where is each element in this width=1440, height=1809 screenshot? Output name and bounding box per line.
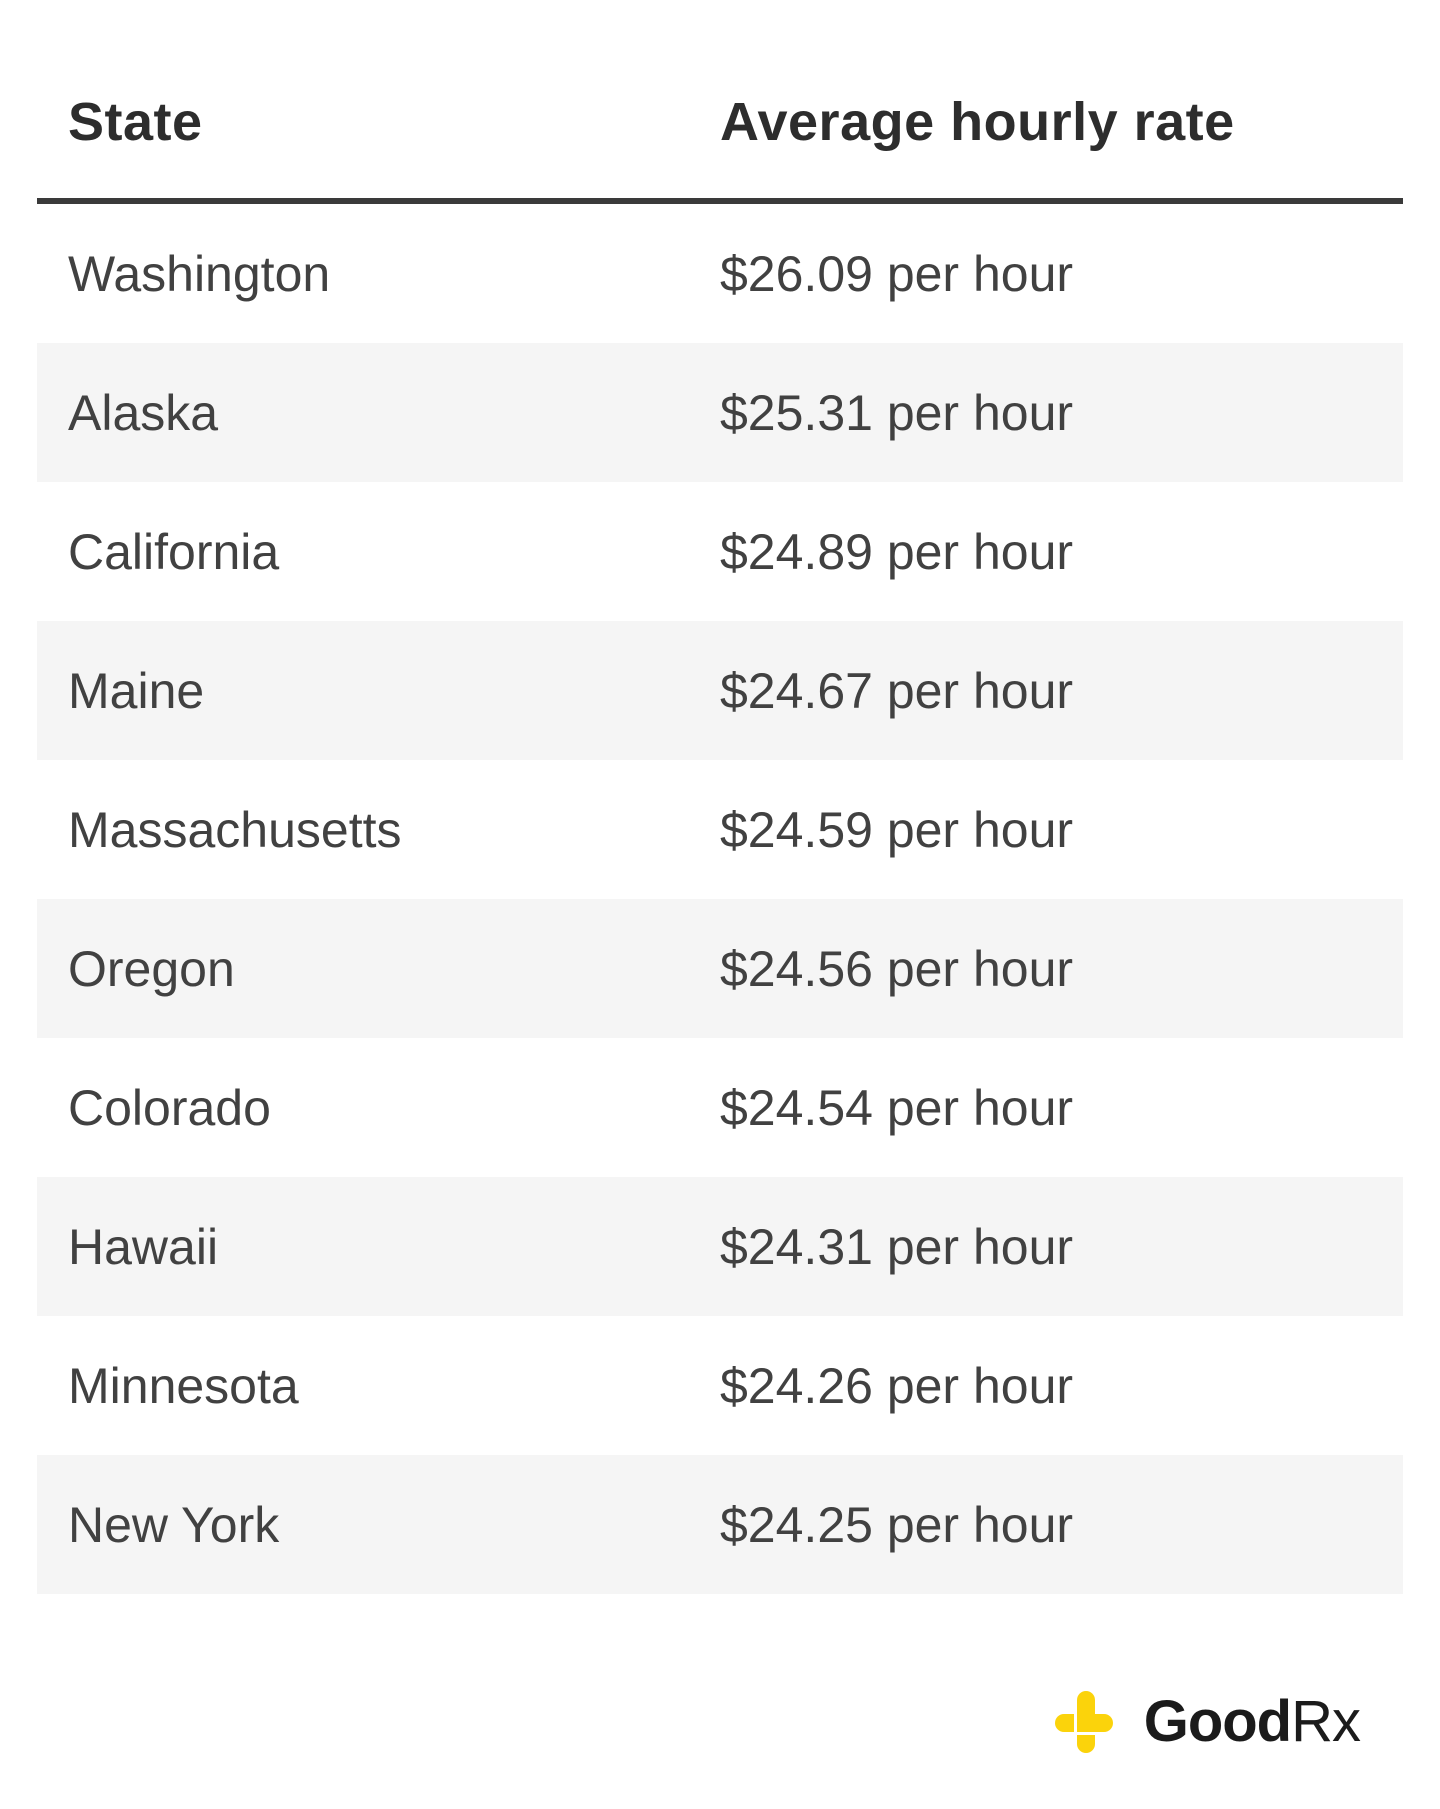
state-cell: New York <box>68 1496 280 1553</box>
state-cell: Colorado <box>68 1079 271 1136</box>
state-cell: Maine <box>68 662 205 719</box>
state-cell: Alaska <box>68 384 219 441</box>
cross-right-arm <box>1076 1714 1113 1732</box>
table-row: Minnesota $24.26 per hour <box>37 1316 1403 1455</box>
cross-bottom-lobe <box>1076 1735 1095 1753</box>
rate-cell: $24.25 per hour <box>720 1496 1074 1553</box>
rate-cell: $24.59 per hour <box>720 801 1074 858</box>
state-cell: Washington <box>68 245 331 302</box>
rate-cell: $25.31 per hour <box>720 384 1074 441</box>
table-row: Colorado $24.54 per hour <box>37 1038 1403 1177</box>
state-cell: Massachusetts <box>68 801 402 858</box>
state-cell: Hawaii <box>68 1218 219 1275</box>
wordmark-good: Good <box>1143 1689 1292 1754</box>
rate-cell: $24.89 per hour <box>720 523 1074 580</box>
rate-cell: $24.54 per hour <box>720 1079 1074 1136</box>
state-cell: California <box>68 523 280 580</box>
table-row: Massachusetts $24.59 per hour <box>37 760 1403 899</box>
table-row: Oregon $24.56 per hour <box>37 899 1403 1038</box>
footer-brand: GoodRx <box>0 1689 1361 1754</box>
state-cell: Minnesota <box>68 1357 299 1414</box>
rates-table: State Average hourly rate Washington $26.… <box>37 0 1403 1594</box>
table-row: Hawaii $24.31 per hour <box>37 1177 1403 1316</box>
rate-cell: $24.26 per hour <box>720 1357 1074 1414</box>
table-row: New York $24.25 per hour <box>37 1455 1403 1594</box>
state-cell: Oregon <box>68 940 235 997</box>
table-body: Washington $26.09 per hour Alaska $25.31 pe… <box>37 204 1403 1594</box>
table-row: California $24.89 per hour <box>37 482 1403 621</box>
rate-cell: $24.67 per hour <box>720 662 1074 719</box>
table-row: Maine $24.67 per hour <box>37 621 1403 760</box>
table-row: Washington $26.09 per hour <box>37 204 1403 343</box>
rate-cell: $24.56 per hour <box>720 940 1074 997</box>
rate-cell: $26.09 per hour <box>720 245 1074 302</box>
goodrx-wordmark: GoodRx <box>1143 1689 1361 1754</box>
column-header-state: State <box>68 92 203 152</box>
rate-cell: $24.31 per hour <box>720 1218 1074 1275</box>
column-header-average-hourly-rate: Average hourly rate <box>720 92 1235 152</box>
table-header-row: State Average hourly rate <box>37 0 1403 204</box>
goodrx-cross-icon <box>1054 1691 1113 1753</box>
wordmark-rx: Rx <box>1291 1689 1361 1754</box>
table-row: Alaska $25.31 per hour <box>37 343 1403 482</box>
cross-left-lobe <box>1054 1714 1074 1732</box>
